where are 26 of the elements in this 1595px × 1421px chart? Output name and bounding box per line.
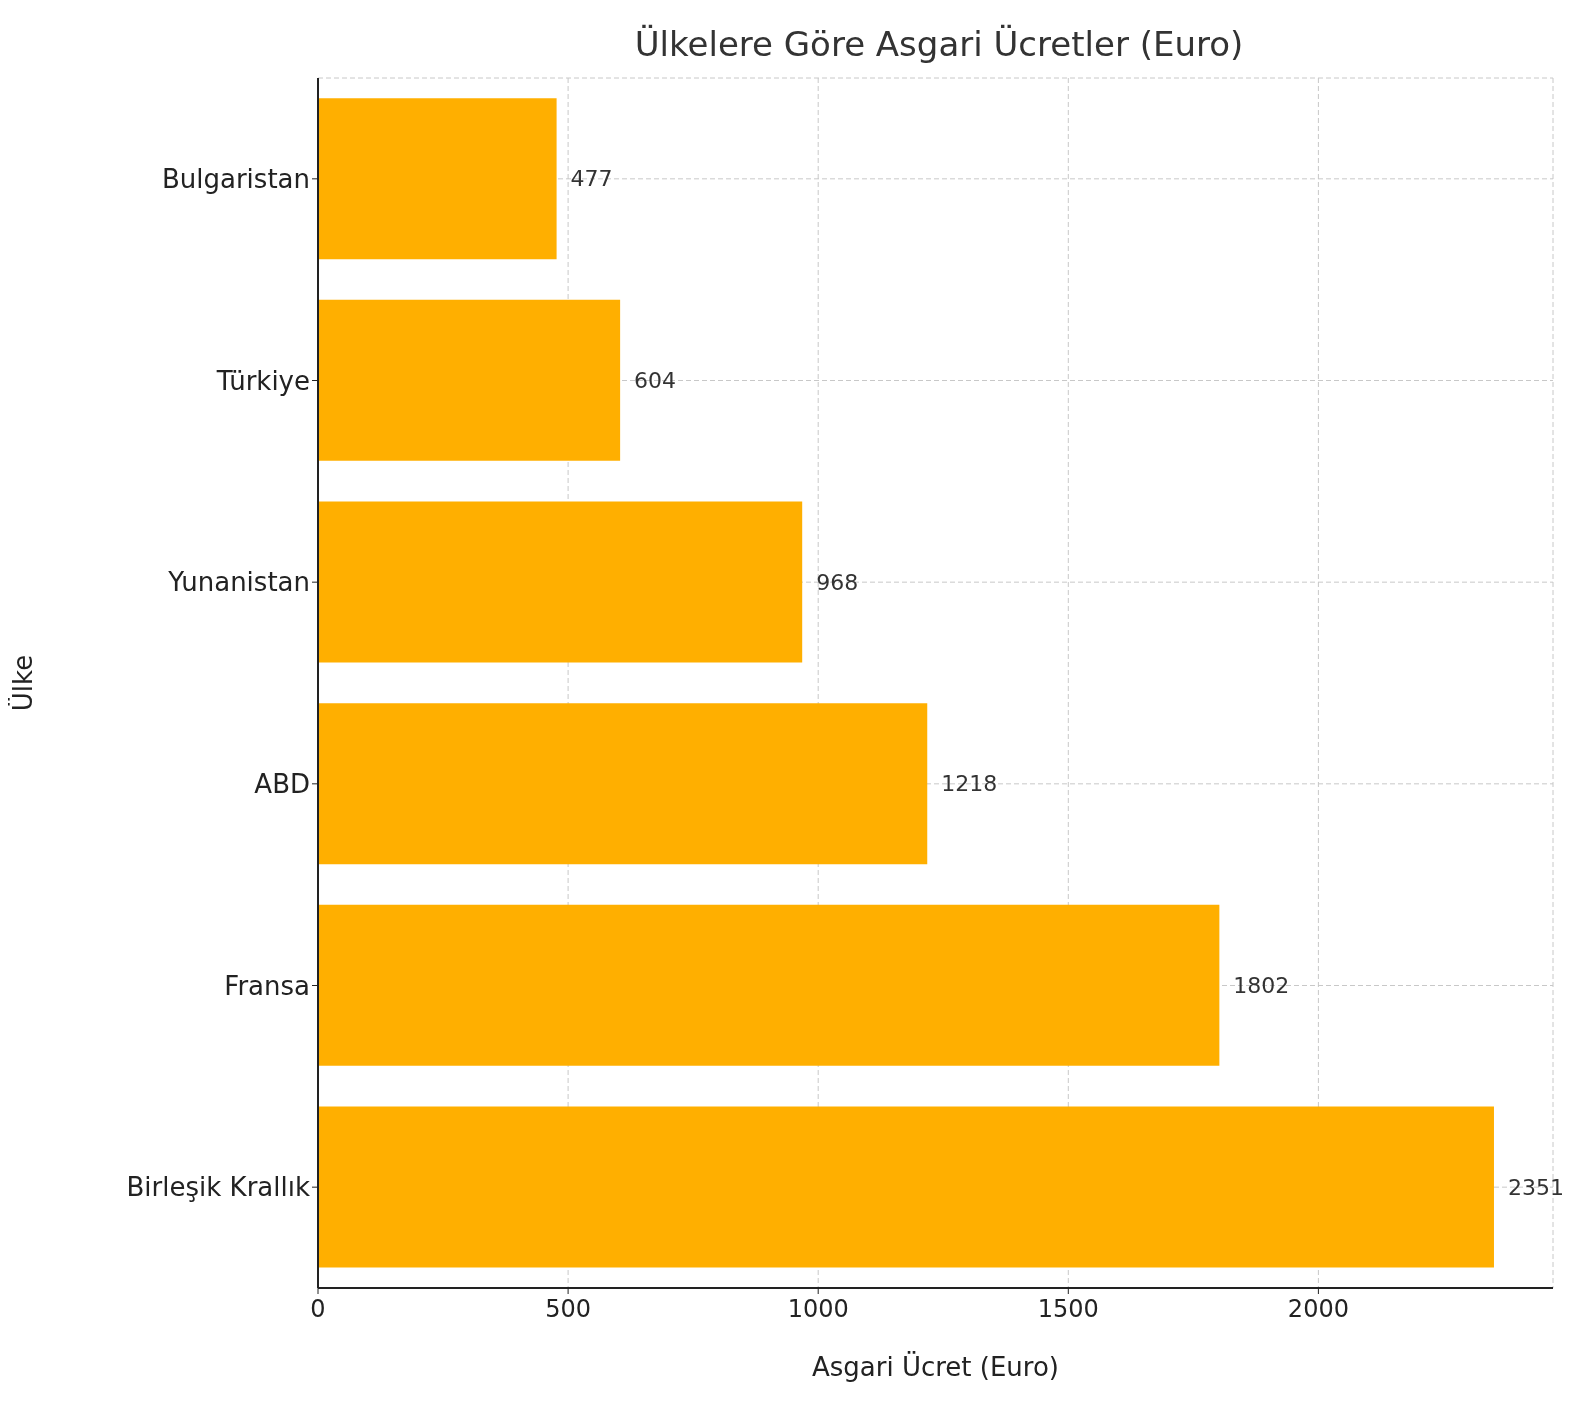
data-label: 968	[816, 569, 859, 595]
bar	[318, 98, 557, 260]
y-tick-label: Fransa	[224, 970, 310, 1001]
data-label: 1802	[1233, 973, 1290, 999]
bar	[318, 904, 1220, 1066]
bar	[318, 501, 803, 663]
x-tick-label: 2000	[1287, 1295, 1349, 1324]
y-tick-label: ABD	[254, 769, 310, 800]
bar	[318, 703, 928, 865]
x-tick-label: 1000	[787, 1295, 849, 1324]
x-tick-label: 0	[310, 1295, 326, 1324]
data-label: 477	[570, 166, 613, 192]
x-tick-label: 500	[545, 1295, 592, 1324]
x-axis-title: Asgari Ücret (Euro)	[811, 1351, 1060, 1382]
bar	[318, 1106, 1494, 1268]
data-label: 1218	[941, 771, 998, 797]
data-label: 604	[634, 368, 677, 394]
data-label: 2351	[1507, 1174, 1564, 1200]
y-tick-label: Birleşik Krallık	[126, 1172, 310, 1203]
x-tick-label: 1500	[1037, 1295, 1099, 1324]
chart-title: Ülkelere Göre Asgari Ücretler (Euro)	[633, 24, 1245, 64]
bar	[318, 299, 621, 461]
y-tick-label: Yunanistan	[167, 567, 310, 598]
y-tick-label: Türkiye	[215, 365, 310, 396]
y-axis-title: Ülke	[7, 654, 39, 712]
y-tick-label: Bulgaristan	[161, 164, 310, 195]
